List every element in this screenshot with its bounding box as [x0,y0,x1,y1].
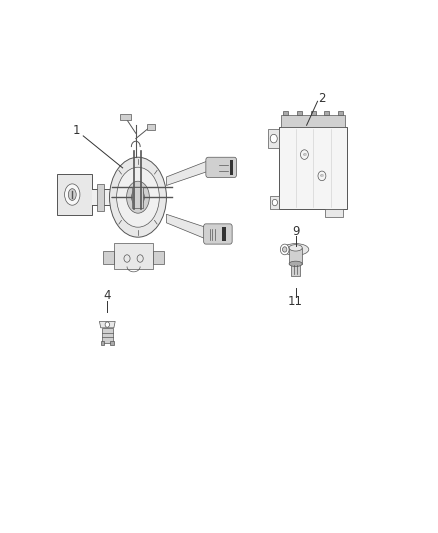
Bar [92,189,110,205]
Bar [97,184,104,211]
Bar [324,110,329,115]
Bar [268,129,279,148]
Bar [283,110,288,115]
Bar [153,251,164,264]
Text: 1: 1 [73,124,81,137]
Circle shape [280,244,289,255]
Ellipse shape [68,189,76,200]
Bar [222,227,226,241]
Polygon shape [166,214,208,240]
Circle shape [270,134,277,143]
Ellipse shape [127,181,149,213]
Bar [311,110,316,115]
Circle shape [272,199,277,206]
Bar [114,243,153,269]
Circle shape [283,247,287,252]
Bar [230,160,233,175]
Text: 9: 9 [292,225,300,238]
FancyBboxPatch shape [204,224,232,244]
Bar [338,110,343,115]
Polygon shape [99,321,115,328]
Ellipse shape [289,245,302,251]
Bar [289,248,302,264]
Text: e: e [320,173,324,179]
Bar [281,115,345,126]
Bar [57,174,92,215]
Ellipse shape [117,167,159,227]
Bar [120,114,131,120]
Text: 11: 11 [288,295,303,308]
Polygon shape [166,160,210,185]
Bar [297,110,302,115]
Ellipse shape [131,188,145,206]
Text: e: e [303,152,306,157]
Ellipse shape [64,184,80,205]
Text: 4: 4 [103,289,111,302]
Bar [325,209,343,217]
FancyBboxPatch shape [206,157,237,177]
Bar [102,328,113,343]
Bar [103,251,114,264]
Ellipse shape [283,244,309,255]
Ellipse shape [110,157,166,237]
Bar [147,124,155,130]
Bar [270,196,279,209]
Bar [110,341,114,345]
Text: 2: 2 [318,92,326,105]
Ellipse shape [289,261,302,266]
Bar [101,341,104,345]
Bar [291,264,300,276]
Bar [279,126,347,209]
Bar [132,187,143,208]
Circle shape [105,322,110,327]
